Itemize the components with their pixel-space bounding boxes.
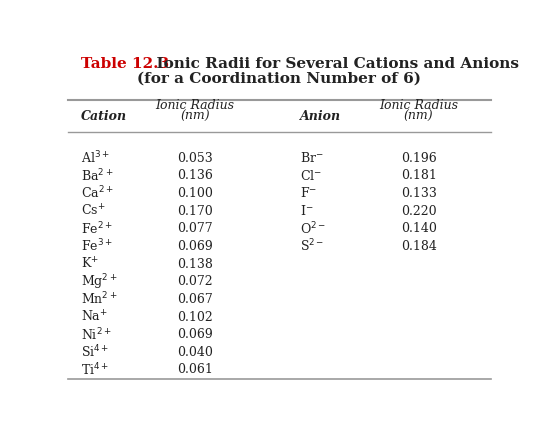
Text: 0.102: 0.102 [177, 310, 213, 323]
Text: 0.040: 0.040 [177, 345, 213, 358]
Text: 0.170: 0.170 [177, 204, 213, 217]
Text: Mn$^{2+}$: Mn$^{2+}$ [81, 290, 117, 307]
Text: 0.136: 0.136 [177, 169, 213, 182]
Text: S$^{2-}$: S$^{2-}$ [300, 237, 325, 254]
Text: 0.069: 0.069 [177, 240, 213, 252]
Text: 0.138: 0.138 [177, 257, 213, 270]
Text: Ni$^{2+}$: Ni$^{2+}$ [81, 326, 112, 342]
Text: (nm): (nm) [180, 109, 210, 122]
Text: 0.069: 0.069 [177, 327, 213, 340]
Text: Cation: Cation [81, 109, 127, 122]
Text: 0.133: 0.133 [401, 187, 437, 200]
Text: 0.061: 0.061 [177, 363, 213, 375]
Text: Ca$^{2+}$: Ca$^{2+}$ [81, 185, 113, 201]
Text: K$^{+}$: K$^{+}$ [81, 256, 99, 271]
Text: Cs$^{+}$: Cs$^{+}$ [81, 203, 105, 218]
Text: 0.140: 0.140 [401, 222, 437, 235]
Text: Ionic Radii for Several Cations and Anions: Ionic Radii for Several Cations and Anio… [146, 56, 519, 70]
Text: Cl$^{-}$: Cl$^{-}$ [300, 168, 323, 182]
Text: Fe$^{2+}$: Fe$^{2+}$ [81, 220, 113, 237]
Text: Ionic Radius: Ionic Radius [379, 99, 458, 112]
Text: Fe$^{3+}$: Fe$^{3+}$ [81, 237, 113, 254]
Text: 0.100: 0.100 [177, 187, 213, 200]
Text: Mg$^{2+}$: Mg$^{2+}$ [81, 271, 117, 291]
Text: Br$^{-}$: Br$^{-}$ [300, 151, 324, 165]
Text: Al$^{3+}$: Al$^{3+}$ [81, 150, 110, 166]
Text: 0.196: 0.196 [401, 151, 437, 164]
Text: Table 12.3: Table 12.3 [81, 56, 169, 70]
Text: Ti$^{4+}$: Ti$^{4+}$ [81, 361, 109, 378]
Text: Na$^{+}$: Na$^{+}$ [81, 309, 108, 324]
Text: (for a Coordination Number of 6): (for a Coordination Number of 6) [137, 72, 421, 85]
Text: Si$^{4+}$: Si$^{4+}$ [81, 343, 109, 360]
Text: 0.220: 0.220 [401, 204, 437, 217]
Text: 0.181: 0.181 [401, 169, 437, 182]
Text: 0.077: 0.077 [177, 222, 213, 235]
Text: O$^{2-}$: O$^{2-}$ [300, 220, 326, 237]
Text: Anion: Anion [300, 109, 342, 122]
Text: 0.184: 0.184 [401, 240, 437, 252]
Text: 0.053: 0.053 [177, 151, 213, 164]
Text: I$^{-}$: I$^{-}$ [300, 204, 314, 217]
Text: Ionic Radius: Ionic Radius [155, 99, 234, 112]
Text: 0.067: 0.067 [177, 292, 213, 305]
Text: F$^{-}$: F$^{-}$ [300, 186, 318, 200]
Text: Ba$^{2+}$: Ba$^{2+}$ [81, 167, 113, 184]
Text: (nm): (nm) [404, 109, 433, 122]
Text: 0.072: 0.072 [177, 275, 213, 288]
